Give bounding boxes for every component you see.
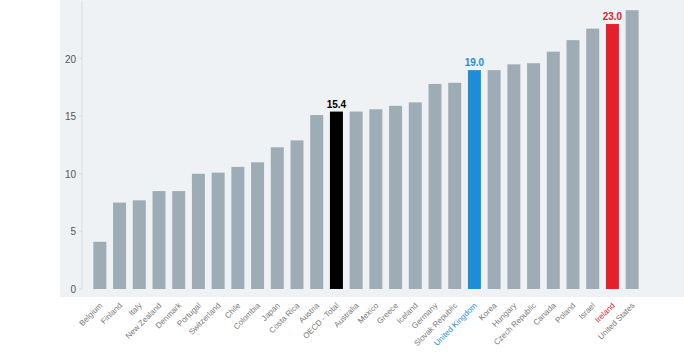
bar bbox=[468, 70, 481, 289]
bar bbox=[133, 200, 146, 289]
bar bbox=[567, 40, 580, 289]
x-tick-label: Czech Republic bbox=[492, 301, 538, 347]
x-tick-label: Belgium bbox=[77, 301, 104, 328]
bar bbox=[547, 52, 560, 289]
bar bbox=[389, 106, 402, 289]
chart: 0 5 10 15 20BelgiumFinlandItalyNew ZealandDe… bbox=[0, 0, 684, 355]
bar bbox=[330, 112, 343, 289]
bar bbox=[626, 10, 639, 289]
bar bbox=[527, 63, 540, 289]
bar bbox=[606, 24, 619, 289]
y-axis bbox=[82, 1, 83, 289]
x-tick-label: Poland bbox=[553, 301, 577, 325]
y-tick-label: 5 bbox=[70, 226, 76, 237]
x-tick-label: United Kingdom bbox=[432, 301, 479, 348]
bar bbox=[93, 242, 106, 289]
y-tick bbox=[79, 173, 82, 174]
bar bbox=[192, 174, 205, 289]
x-tick-label: United States bbox=[596, 301, 636, 341]
data-label: 15.4 bbox=[327, 99, 347, 110]
x-tick-label: Greece bbox=[375, 301, 400, 326]
plot-background bbox=[60, 0, 684, 297]
x-tick-label: Australia bbox=[332, 301, 361, 330]
data-label: 19.0 bbox=[465, 57, 485, 68]
bar bbox=[350, 112, 363, 289]
bars bbox=[93, 10, 638, 289]
bar bbox=[113, 203, 126, 289]
bar bbox=[507, 64, 520, 289]
labels: BelgiumFinlandItalyNew ZealandDenmarkPor… bbox=[77, 11, 636, 348]
bar bbox=[409, 102, 422, 289]
bar bbox=[231, 167, 244, 289]
bar bbox=[251, 162, 264, 289]
bar bbox=[448, 83, 461, 289]
bar bbox=[172, 191, 185, 289]
bar bbox=[586, 29, 599, 289]
y-tick bbox=[79, 289, 82, 290]
bar bbox=[291, 140, 304, 289]
bar bbox=[212, 173, 225, 289]
x-tick-label: Finland bbox=[99, 301, 124, 326]
bar bbox=[271, 147, 284, 289]
y-tick-label: 10 bbox=[65, 169, 77, 180]
y-tick bbox=[79, 58, 82, 59]
bar bbox=[369, 109, 382, 289]
y-tick-label: 15 bbox=[65, 111, 77, 122]
bar bbox=[153, 191, 166, 289]
bar bbox=[429, 84, 442, 289]
x-tick-label: Canada bbox=[532, 301, 559, 328]
y-tick-label: 20 bbox=[65, 54, 77, 65]
y-tick bbox=[79, 231, 82, 232]
y-tick-label: 0 bbox=[70, 284, 76, 295]
bar bbox=[310, 115, 323, 289]
x-tick-label: Italy bbox=[127, 301, 144, 318]
bar bbox=[488, 70, 501, 289]
x-tick-label: Switzerland bbox=[187, 301, 223, 337]
data-label: 23.0 bbox=[603, 11, 623, 22]
y-tick bbox=[79, 116, 82, 117]
x-tick-label: Colombia bbox=[232, 301, 263, 332]
